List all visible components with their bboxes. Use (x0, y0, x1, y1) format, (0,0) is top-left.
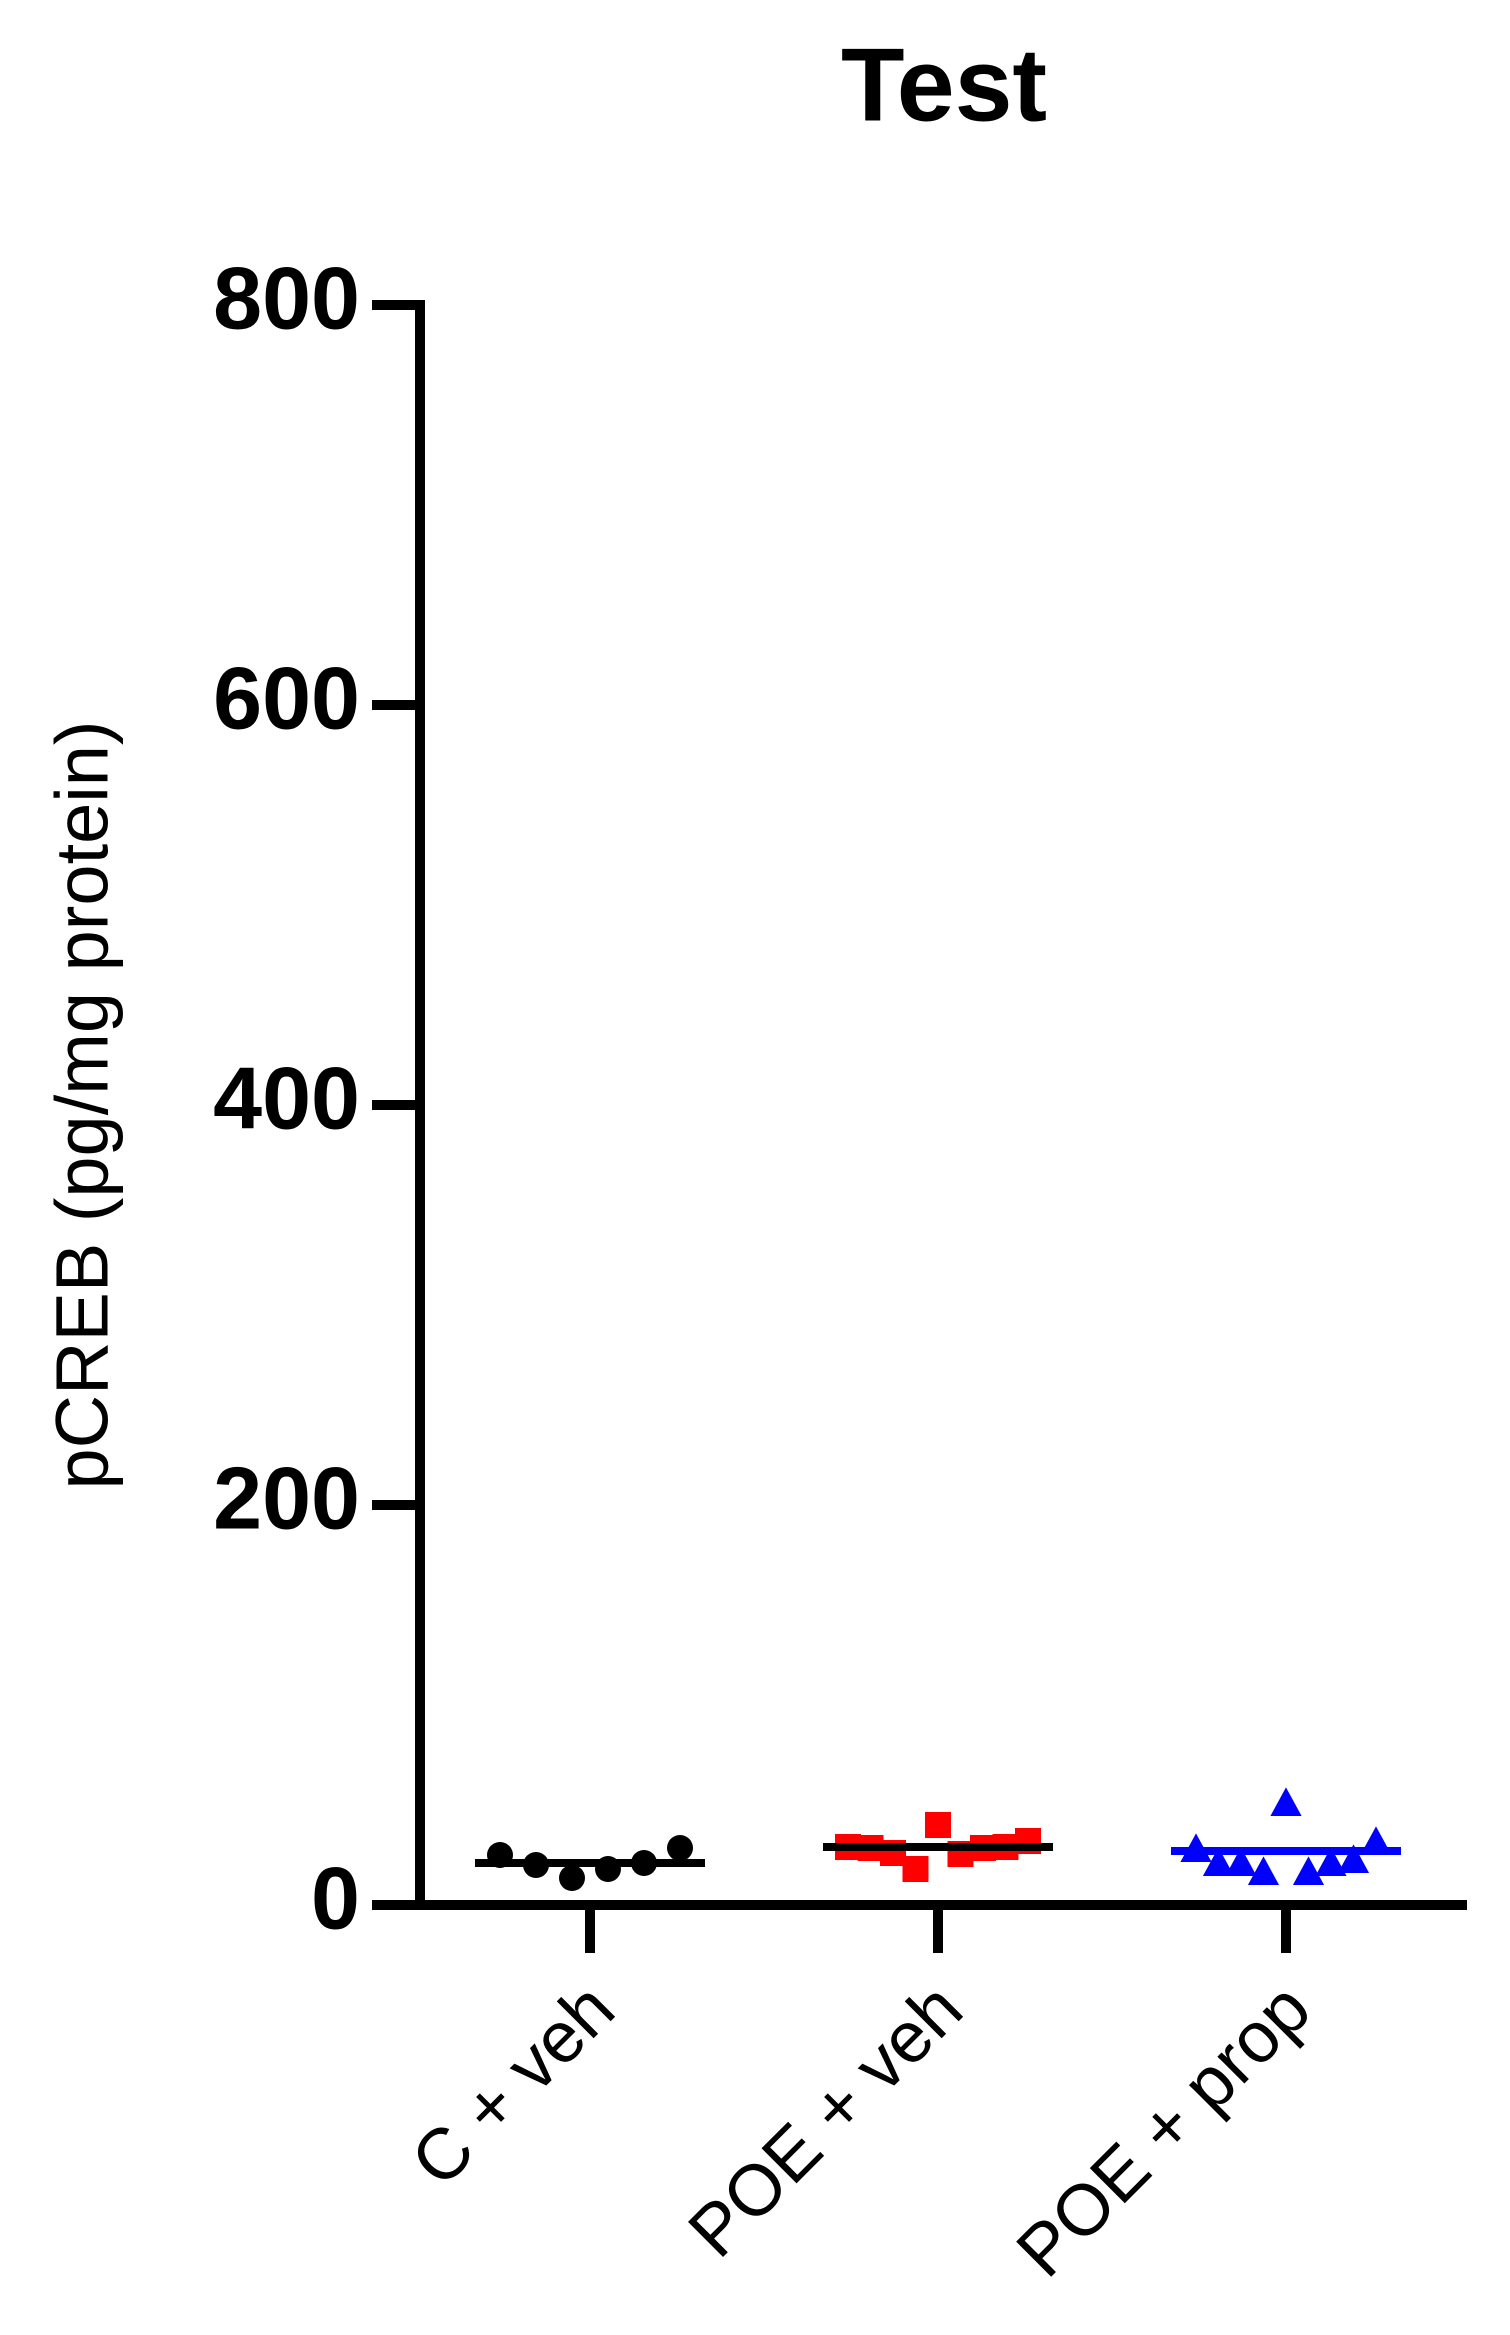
data-point (902, 1856, 929, 1882)
data-point (667, 1835, 693, 1861)
data-point (1247, 1856, 1280, 1885)
data-point (1315, 1847, 1347, 1876)
data-point (1270, 1787, 1302, 1816)
x-tick-label: POE + prop (1002, 1968, 1326, 2292)
x-tick-label: POE + veh (674, 1968, 978, 2272)
data-point (559, 1865, 585, 1891)
y-tick-label: 600 (213, 648, 360, 747)
data-point (1337, 1844, 1370, 1873)
data-point (1202, 1847, 1235, 1876)
data-point (1292, 1856, 1325, 1885)
y-tick-label: 400 (213, 1048, 360, 1147)
chart-title: Test (841, 27, 1047, 143)
y-tick-label: 200 (213, 1448, 360, 1547)
data-point (1225, 1847, 1257, 1876)
y-tick-label: 0 (311, 1848, 360, 1947)
x-tick-label: C + veh (396, 1968, 629, 2201)
data-point (925, 1812, 951, 1838)
y-axis-label: pCREB (pg/mg protein) (41, 720, 124, 1489)
y-tick-label: 800 (213, 248, 360, 347)
